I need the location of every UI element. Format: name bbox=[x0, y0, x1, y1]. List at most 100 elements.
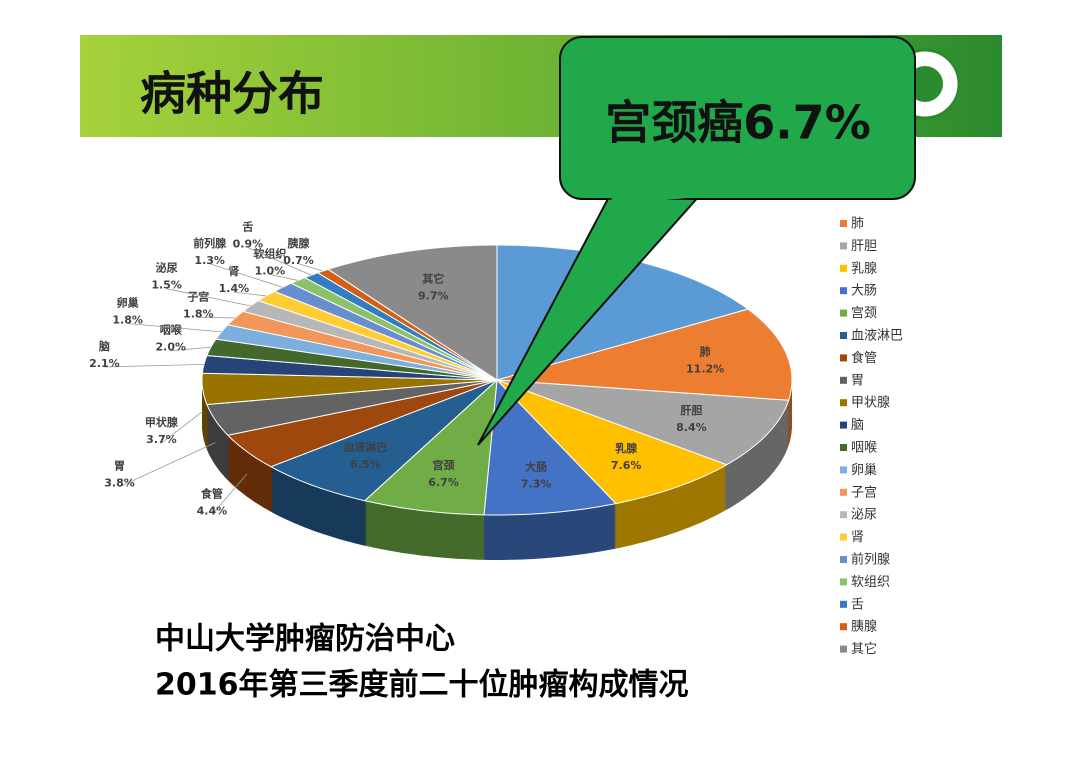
leader-line bbox=[127, 323, 222, 333]
legend-swatch bbox=[840, 511, 847, 519]
legend-swatch bbox=[840, 264, 847, 272]
callout-joint bbox=[610, 197, 698, 205]
legend-swatch bbox=[840, 578, 847, 586]
slice bbox=[226, 310, 498, 381]
legend-label: 甲状腺 bbox=[851, 396, 890, 411]
slice-value-label: 0.7% bbox=[283, 254, 314, 267]
slice-label: 大肠 bbox=[525, 460, 547, 474]
slice-label: 卵巢 bbox=[117, 296, 140, 310]
legend-swatch bbox=[840, 376, 847, 384]
slide-title: 病种分布 bbox=[140, 67, 324, 121]
leader-line bbox=[247, 247, 312, 276]
legend-swatch bbox=[840, 533, 847, 541]
pie-chart: 肺 11.2% 肝胆 8.4% 乳腺 7.6% 大肠 7.3% 宫颈 6.7% 血液淋巴 6.5% 食管… bbox=[89, 220, 793, 560]
slice-label: 软组织 bbox=[253, 246, 286, 260]
slice-label: 血液淋巴 bbox=[343, 440, 387, 454]
slice-value-label: 2.0% bbox=[155, 341, 186, 354]
slice bbox=[363, 378, 498, 516]
legend-label: 软组织 bbox=[851, 575, 890, 590]
legend-swatch bbox=[840, 421, 847, 429]
slice bbox=[483, 378, 617, 516]
legend-swatch bbox=[840, 309, 847, 317]
slice-value-label: 1.8% bbox=[183, 307, 214, 320]
leader-line bbox=[170, 346, 211, 352]
slice bbox=[206, 379, 498, 436]
legend-label: 胰腺 bbox=[851, 620, 877, 635]
legend-swatch bbox=[840, 600, 847, 608]
slice bbox=[226, 379, 498, 468]
slice-label: 乳腺 bbox=[615, 441, 638, 455]
slice-label: 舌 bbox=[242, 220, 253, 234]
slice-label: 其它 bbox=[422, 271, 444, 285]
slice-label: 甲状腺 bbox=[145, 415, 179, 429]
legend-label: 脑 bbox=[851, 418, 864, 433]
legend-swatch bbox=[840, 399, 847, 407]
slice-value-label: 1.8% bbox=[112, 314, 143, 327]
legend-label: 咽喉 bbox=[851, 441, 877, 456]
leader-line bbox=[211, 473, 248, 515]
footer-line: 中山大学肿瘤防治中心 bbox=[155, 622, 455, 657]
slice-label: 子宫 bbox=[187, 289, 209, 303]
slice-value-label: 9.7% bbox=[418, 289, 449, 302]
legend-label: 肺 bbox=[851, 217, 864, 232]
legend-label: 肝胆 bbox=[851, 239, 877, 254]
slice bbox=[496, 379, 728, 505]
slice-value-label: 1.0% bbox=[255, 264, 286, 277]
slice-value-label: 8.4% bbox=[676, 421, 707, 434]
slice-label: 脑 bbox=[99, 339, 110, 353]
slice-label: 泌尿 bbox=[156, 261, 178, 275]
legend-swatch bbox=[840, 556, 847, 563]
legend-swatch bbox=[840, 645, 847, 653]
leader-line bbox=[269, 274, 298, 281]
slice-label: 肺 bbox=[700, 345, 711, 359]
slice-value-label: 3.8% bbox=[104, 477, 135, 490]
legend-label: 卵巢 bbox=[851, 463, 877, 478]
slice-value-label: 6.5% bbox=[350, 458, 381, 471]
leader-line bbox=[198, 316, 236, 319]
leader-line bbox=[104, 363, 205, 368]
slice bbox=[326, 244, 498, 381]
leader-line bbox=[233, 291, 267, 297]
slice bbox=[496, 308, 793, 401]
leader-line bbox=[209, 263, 283, 288]
slice-label: 前列腺 bbox=[193, 236, 227, 250]
legend-swatch bbox=[840, 488, 847, 496]
legend-label: 胃 bbox=[851, 373, 864, 388]
leader-line bbox=[161, 411, 203, 444]
legend-swatch bbox=[840, 287, 847, 295]
slice bbox=[215, 324, 498, 381]
slice-value-label: 1.3% bbox=[194, 254, 225, 267]
slice-value-label: 0.9% bbox=[233, 238, 264, 251]
slice bbox=[269, 379, 498, 502]
callout-box bbox=[559, 36, 916, 200]
legend-label: 宫颈 bbox=[851, 306, 877, 321]
slice-value-label: 4.4% bbox=[197, 505, 228, 518]
legend-label: 其它 bbox=[851, 641, 877, 657]
slice-label: 宫颈 bbox=[433, 458, 455, 472]
legend-swatch bbox=[840, 466, 847, 474]
legend-swatch bbox=[840, 220, 847, 227]
footer-line: 2016年第三季度前二十位肿瘤构成情况 bbox=[155, 668, 689, 703]
legend-label: 肾 bbox=[851, 530, 864, 545]
slice-value-label: 7.6% bbox=[611, 459, 642, 472]
legend-label: 舌 bbox=[851, 597, 864, 612]
slice-value-label: 3.7% bbox=[146, 433, 177, 446]
slice-value-label: 7.3% bbox=[521, 478, 552, 491]
callout-text: 宫颈癌6.7% bbox=[605, 96, 871, 150]
slice-label: 咽喉 bbox=[160, 323, 183, 337]
slice bbox=[201, 372, 498, 406]
legend-label: 子宫 bbox=[851, 485, 877, 500]
slice-label: 胰腺 bbox=[286, 236, 310, 250]
leader-line bbox=[119, 442, 216, 488]
leader-line bbox=[166, 288, 251, 307]
slice bbox=[241, 300, 498, 381]
legend-label: 大肠 bbox=[851, 284, 877, 299]
legend-swatch bbox=[840, 444, 847, 451]
legend-label: 前列腺 bbox=[851, 552, 890, 568]
slice-label: 肝胆 bbox=[680, 404, 702, 417]
slice-label: 食管 bbox=[201, 487, 223, 501]
legend-swatch bbox=[840, 354, 847, 362]
legend-label: 食管 bbox=[851, 350, 877, 366]
